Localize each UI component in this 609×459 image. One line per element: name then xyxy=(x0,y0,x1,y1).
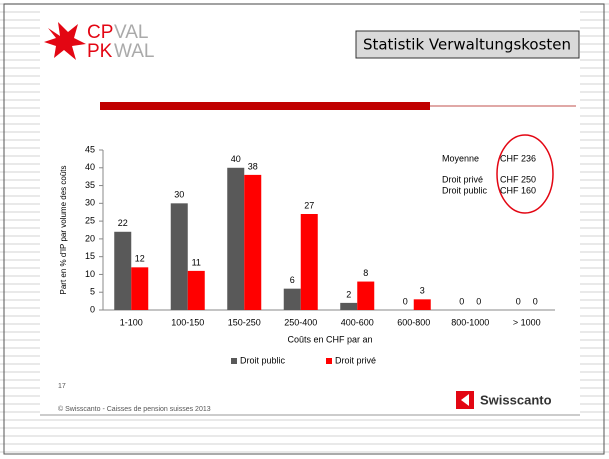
page-number: 17 xyxy=(58,383,66,390)
annotation-label: Moyenne xyxy=(442,153,479,163)
y-tick-label: 40 xyxy=(85,162,95,172)
bar xyxy=(131,267,149,310)
brand-icon-mark xyxy=(461,394,469,406)
x-axis-label: Coûts en CHF par an xyxy=(287,334,372,344)
data-label: 0 xyxy=(459,296,464,306)
legend-label: Droit privé xyxy=(335,355,376,365)
legend-swatch xyxy=(326,358,332,364)
x-tick-label: 250-400 xyxy=(284,317,317,327)
y-tick-label: 10 xyxy=(85,269,95,279)
y-tick-label: 5 xyxy=(90,287,95,297)
bar xyxy=(357,281,375,310)
annotation-label: Droit public xyxy=(442,185,488,195)
data-label: 0 xyxy=(516,296,521,306)
x-tick-label: 1-100 xyxy=(120,317,143,327)
data-label: 12 xyxy=(135,254,145,264)
y-tick-label: 25 xyxy=(85,215,95,225)
copyright: © Swisscanto - Caisses de pension suisse… xyxy=(58,405,211,413)
annotation-value: CHF 236 xyxy=(500,153,536,163)
data-label: 0 xyxy=(533,296,538,306)
bar xyxy=(187,270,205,310)
annotation-value: CHF 160 xyxy=(500,185,536,195)
x-tick-label: 600-800 xyxy=(397,317,430,327)
data-label: 40 xyxy=(231,154,241,164)
y-tick-label: 45 xyxy=(85,144,95,154)
slide-title: Statistik Verwaltungskosten xyxy=(363,36,571,54)
title-box xyxy=(355,30,580,59)
data-label: 2 xyxy=(346,289,351,299)
data-label: 0 xyxy=(403,296,408,306)
data-label: 27 xyxy=(304,200,314,210)
legend-swatch xyxy=(231,358,237,364)
data-label: 6 xyxy=(290,275,295,285)
bar xyxy=(114,231,132,310)
bar xyxy=(340,302,358,310)
highlight-ellipse xyxy=(496,134,554,214)
bar xyxy=(170,203,188,310)
brand-name: Swisscanto xyxy=(480,392,552,407)
x-tick-label: 150-250 xyxy=(228,317,261,327)
logo-text: VAL xyxy=(114,22,149,43)
y-tick-label: 30 xyxy=(85,198,95,208)
x-tick-label: > 1000 xyxy=(513,317,541,327)
data-label: 22 xyxy=(118,218,128,228)
slide-border xyxy=(3,3,605,455)
data-label: 11 xyxy=(192,257,201,267)
x-tick-label: 100-150 xyxy=(171,317,204,327)
logo-text: CP xyxy=(87,22,113,43)
annotation-value: CHF 250 xyxy=(500,174,536,184)
data-label: 8 xyxy=(363,268,368,278)
logo-star xyxy=(44,22,86,60)
y-tick-label: 35 xyxy=(85,180,95,190)
data-label: 38 xyxy=(248,161,258,171)
bar xyxy=(283,288,301,310)
y-axis-label: Part en % d'IP par volume des coûts xyxy=(59,165,68,294)
logo-text: WAL xyxy=(114,41,154,62)
content-panel xyxy=(40,10,580,415)
bar xyxy=(413,299,431,310)
bar xyxy=(227,167,245,310)
logo-text: PK xyxy=(87,41,113,62)
data-label: 30 xyxy=(174,190,184,200)
header-bar xyxy=(100,102,430,110)
data-label: 0 xyxy=(476,296,481,306)
y-tick-label: 20 xyxy=(85,233,95,243)
bar xyxy=(300,214,318,310)
data-label: 3 xyxy=(420,286,425,296)
x-tick-label: 800-1000 xyxy=(451,317,489,327)
annotation-label: Droit privé xyxy=(442,174,483,184)
y-tick-label: 0 xyxy=(90,304,95,314)
x-tick-label: 400-600 xyxy=(341,317,374,327)
bar xyxy=(244,174,262,310)
y-tick-label: 15 xyxy=(85,251,95,261)
legend-label: Droit public xyxy=(240,355,286,365)
